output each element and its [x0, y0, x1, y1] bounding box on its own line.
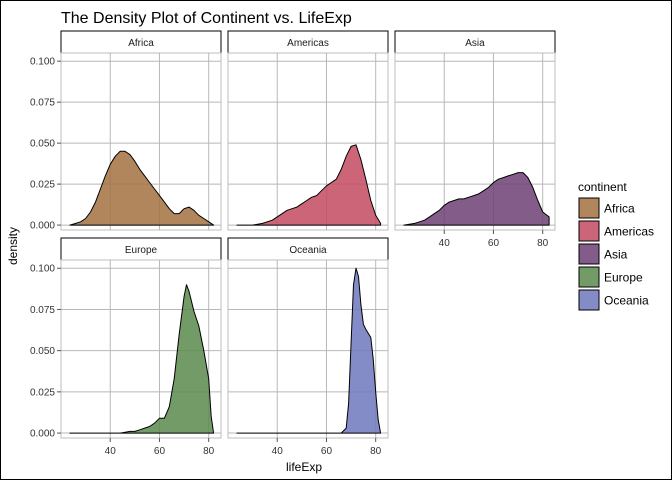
density-area-europe: [69, 284, 215, 434]
legend-label-oceania: Oceania: [604, 294, 649, 308]
y-tick-label-1: 0.025: [30, 180, 55, 191]
x-axis-title: lifeExp: [286, 460, 322, 474]
y-tick-label-0: 0.000: [30, 221, 55, 232]
y-axis-title: density: [6, 227, 20, 265]
x-tick-label-0: 40: [439, 238, 451, 249]
legend-swatch-asia: [578, 243, 600, 265]
x-tick-label-1: 60: [488, 238, 500, 249]
x-tick-label-1: 60: [321, 446, 333, 457]
legend-swatch-oceania: [578, 289, 600, 311]
chart-title: The Density Plot of Continent vs. LifeEx…: [61, 10, 352, 27]
facet-panel-asia: Asia 40 60 80: [394, 30, 556, 249]
y-tick-label-3: 0.075: [30, 305, 55, 316]
y-tick-label-4: 0.100: [30, 57, 55, 68]
density-area-africa: [69, 150, 215, 226]
y-tick-label-4: 0.100: [30, 264, 55, 275]
y-tick-label-3: 0.075: [30, 98, 55, 109]
facet-strip-label-oceania: Oceania: [289, 245, 327, 256]
legend-label-europe: Europe: [604, 271, 643, 285]
facet-strip-label-asia: Asia: [465, 38, 485, 49]
facet-strip-label-europe: Europe: [125, 245, 158, 256]
x-tick-label-2: 80: [203, 446, 215, 457]
facet-panel-africa: Africa 0.000 0.025 0.050 0.075 0.100: [30, 30, 222, 232]
legend-label-asia: Asia: [604, 248, 628, 262]
x-tick-label-1: 60: [154, 446, 166, 457]
facet-strip-label-africa: Africa: [128, 38, 154, 49]
density-area-americas: [236, 144, 382, 226]
x-tick-label-0: 40: [272, 446, 284, 457]
y-tick-label-2: 0.050: [30, 139, 55, 150]
facet-panels: Africa 0.000 0.025 0.050 0.075 0.100 Americas A…: [30, 30, 556, 457]
x-tick-label-2: 80: [537, 238, 549, 249]
legend-label-africa: Africa: [604, 202, 635, 216]
legend: Africa Americas Asia Europe Oceania: [578, 197, 654, 311]
y-tick-label-1: 0.025: [30, 387, 55, 398]
facet-panel-americas: Americas: [227, 30, 389, 231]
facet-panel-oceania: Oceania 40 60 80: [227, 237, 389, 457]
y-tick-label-0: 0.000: [30, 429, 55, 440]
legend-swatch-americas: [578, 220, 600, 242]
legend-swatch-europe: [578, 266, 600, 288]
legend-label-americas: Americas: [604, 225, 654, 239]
density-area-oceania: [236, 267, 382, 434]
legend-swatch-africa: [578, 197, 600, 219]
facet-strip-label-americas: Americas: [287, 38, 329, 49]
x-tick-label-0: 40: [105, 446, 117, 457]
facet-panel-europe: Europe 0.000 0.025 0.050 0.075 0.100 40 60 80: [30, 237, 222, 457]
x-tick-label-2: 80: [370, 446, 382, 457]
y-tick-label-2: 0.050: [30, 346, 55, 357]
density-area-asia: [403, 172, 550, 226]
legend-title: continent: [578, 180, 627, 194]
